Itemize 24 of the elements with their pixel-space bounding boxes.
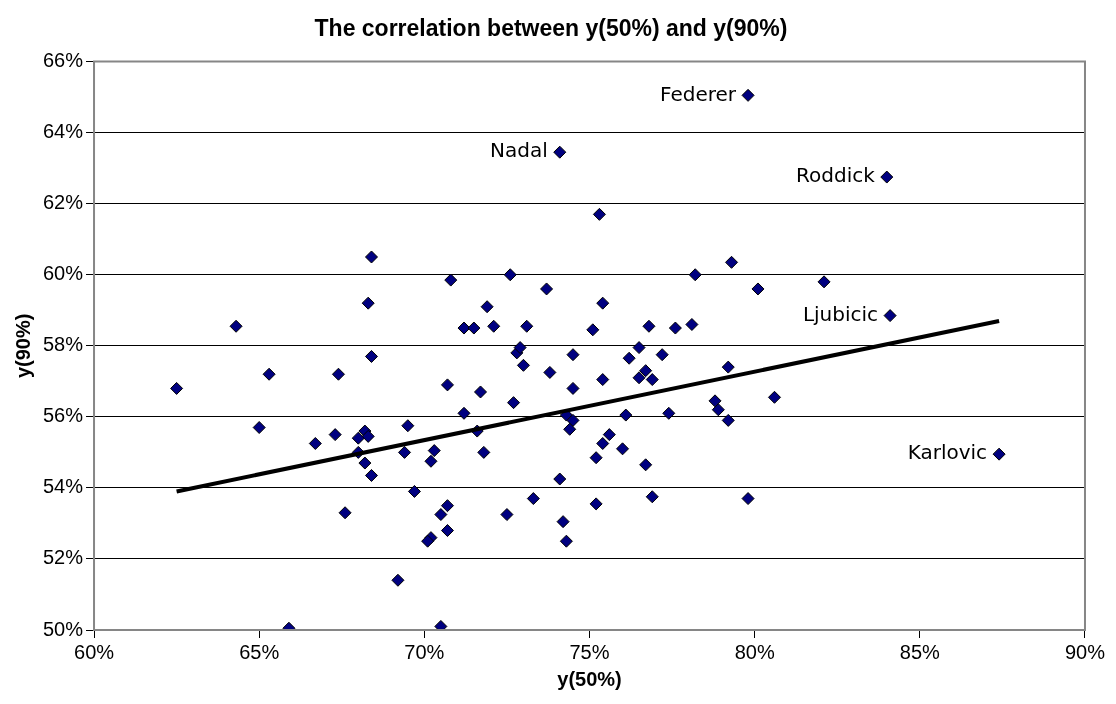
x-tick-label: 80% [734,640,775,663]
y-tick-label: 66% [43,49,84,72]
x-tick-label: 60% [74,640,115,663]
x-tick-label: 85% [899,640,941,663]
y-tick-label: 54% [43,475,84,498]
chart-title: The correlation between y(50%) and y(90%) [314,15,788,42]
y-tick-label: 56% [43,404,84,427]
y-tick-label: 50% [43,617,84,640]
y-tick-label: 64% [43,120,84,143]
annotation: Ljubicic [802,301,879,326]
x-axis-title: y(50%) [557,667,622,690]
x-tick-label: 65% [239,640,280,663]
x-tick-label: 75% [569,640,610,663]
y-tick-label: 58% [43,333,84,356]
y-tick-label: 60% [43,262,84,285]
annotation: Roddick [796,163,876,188]
annotation: Federer [660,81,737,106]
x-tick-label: 90% [1064,640,1106,663]
y-axis-title: y(90%) [11,313,34,379]
y-tick-label: 52% [43,546,84,569]
annotation: Karlovic [907,440,988,465]
x-tick-label: 70% [404,640,445,663]
annotation: Nadal [490,138,548,163]
y-tick-label: 62% [43,191,84,214]
